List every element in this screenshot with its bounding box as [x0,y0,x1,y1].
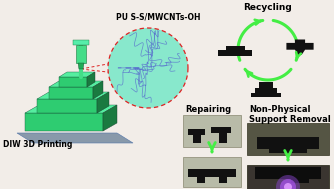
Polygon shape [218,46,252,56]
Polygon shape [286,40,314,55]
Polygon shape [250,82,282,97]
Polygon shape [59,77,87,87]
Text: DIW 3D Printing: DIW 3D Printing [3,140,72,149]
Polygon shape [188,129,205,143]
Polygon shape [17,133,133,143]
Polygon shape [59,72,95,77]
Polygon shape [25,113,103,131]
Circle shape [280,179,296,189]
Text: PU S-S/MWCNTs-OH: PU S-S/MWCNTs-OH [116,12,200,21]
Circle shape [276,175,300,189]
Polygon shape [73,40,89,45]
Polygon shape [188,169,236,183]
Polygon shape [93,81,103,99]
FancyBboxPatch shape [183,115,241,147]
Polygon shape [103,105,117,131]
Polygon shape [76,45,86,63]
Polygon shape [97,92,109,113]
Text: Repairing: Repairing [185,105,231,114]
Polygon shape [78,63,84,69]
Polygon shape [49,81,103,87]
Circle shape [284,183,292,189]
Polygon shape [257,137,319,153]
FancyBboxPatch shape [247,165,329,189]
Text: Non-Physical
Support Removal: Non-Physical Support Removal [249,105,331,124]
Polygon shape [37,92,109,99]
FancyBboxPatch shape [183,157,241,187]
Polygon shape [87,72,95,87]
Polygon shape [37,99,97,113]
Polygon shape [211,127,231,143]
Text: Recycling: Recycling [243,3,292,12]
FancyBboxPatch shape [247,123,329,155]
Polygon shape [255,167,321,183]
Circle shape [108,28,188,108]
Polygon shape [49,87,93,99]
Polygon shape [25,105,117,113]
